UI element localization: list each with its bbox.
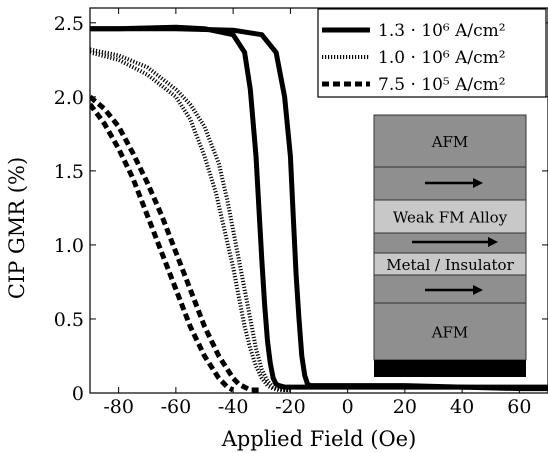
x-axis-label: Applied Field (Oe) bbox=[221, 427, 417, 451]
y-tick-label: 1.5 bbox=[54, 161, 84, 183]
series-3-branch-2 bbox=[90, 94, 262, 393]
plot-curves bbox=[90, 24, 548, 393]
inset-layer bbox=[373, 302, 527, 361]
inset-layer-label: Weak FM Alloy bbox=[393, 209, 508, 227]
x-tick-label: -60 bbox=[161, 396, 192, 418]
legend-label-2: 1.0 · 10⁶ A/cm² bbox=[378, 48, 506, 68]
x-tick-label: 0 bbox=[342, 396, 354, 418]
x-tick-label: 20 bbox=[393, 396, 417, 418]
series-1-branch-2 bbox=[90, 26, 548, 390]
series-2-branch-2 bbox=[90, 47, 291, 392]
inset-layer-label: Metal / Insulator bbox=[386, 256, 514, 274]
inset-layer bbox=[373, 199, 527, 234]
plot-frame bbox=[89, 7, 548, 394]
inset-layer-label: AFM bbox=[431, 133, 469, 151]
plot-frame-rect bbox=[89, 7, 548, 394]
series-3-branch-1 bbox=[90, 102, 235, 393]
y-tick-label: 2.5 bbox=[54, 13, 84, 35]
inset-layer bbox=[373, 114, 527, 168]
y-tick-label: 0 bbox=[72, 383, 84, 405]
x-tick-label: -80 bbox=[103, 396, 134, 418]
inset-substrate bbox=[374, 360, 526, 377]
y-axis: 0 0.5 1.0 1.5 2.0 2.5 bbox=[54, 13, 548, 405]
y-axis-label: CIP GMR (%) bbox=[5, 157, 29, 299]
arrow-head-icon bbox=[488, 237, 498, 247]
series-2-branch-1 bbox=[90, 50, 291, 392]
y-tick-label: 0.5 bbox=[54, 309, 84, 331]
y-tick-label: 1.0 bbox=[54, 235, 84, 257]
x-tick-label: -40 bbox=[218, 396, 249, 418]
arrow-head-icon bbox=[473, 285, 483, 295]
y-tick-label: 2.0 bbox=[54, 87, 84, 109]
x-tick-label: 60 bbox=[507, 396, 531, 418]
legend: 1.3 · 10⁶ A/cm² 1.0 · 10⁶ A/cm² 7.5 · 10⁵ … bbox=[317, 8, 547, 98]
x-axis: -80 -60 -40 -20 0 20 40 60 bbox=[103, 8, 531, 418]
arrow-head-icon bbox=[473, 178, 483, 188]
legend-label-3: 7.5 · 10⁵ A/cm² bbox=[378, 75, 506, 95]
inset-layer-label: AFM bbox=[431, 324, 469, 342]
inset-diagram: AFM Weak FM Alloy Metal / Insulator AFM bbox=[373, 114, 527, 377]
x-tick-label: 40 bbox=[450, 396, 474, 418]
legend-label-1: 1.3 · 10⁶ A/cm² bbox=[378, 21, 506, 41]
x-tick-label: -20 bbox=[275, 396, 306, 418]
